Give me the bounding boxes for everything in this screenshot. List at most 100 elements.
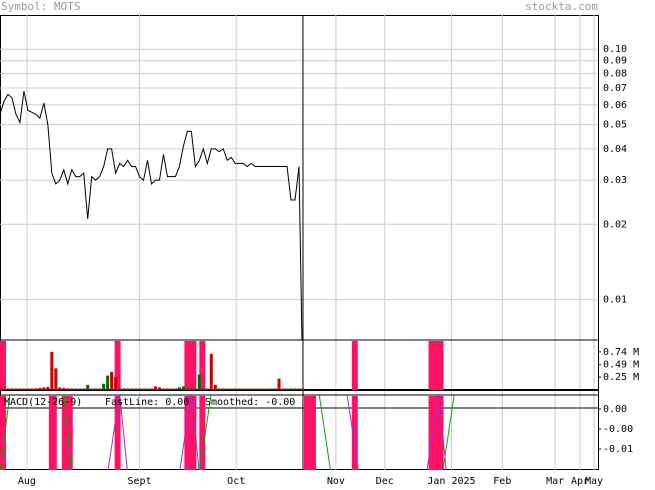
signal-band xyxy=(0,341,6,390)
volume-bar xyxy=(233,388,237,390)
volume-bar xyxy=(225,388,229,390)
y-tick-label: 0.03 xyxy=(603,175,627,186)
x-tick-label: Apr xyxy=(571,476,589,486)
volume-bar xyxy=(277,378,281,390)
volume-bar xyxy=(98,388,102,390)
volume-bar xyxy=(217,388,221,390)
volume-bar xyxy=(189,388,193,390)
volume-bar xyxy=(257,388,261,390)
volume-bar xyxy=(201,388,205,390)
volume-bar xyxy=(146,388,150,390)
volume-bar xyxy=(193,388,197,390)
volume-bar xyxy=(58,387,62,390)
volume-bar xyxy=(2,388,6,390)
y-tick-label: 0.49 M xyxy=(603,360,639,371)
volume-bar xyxy=(70,388,74,390)
volume-bar xyxy=(38,387,42,390)
signal-band xyxy=(114,341,121,390)
signal-band xyxy=(48,396,57,470)
smooth-label: Smoothed: -0.00 xyxy=(205,397,295,408)
volume-bar xyxy=(157,387,161,390)
site: stockta.com xyxy=(525,0,598,13)
y-tick-label: 0.74 M xyxy=(603,347,639,358)
volume-bar xyxy=(110,371,114,390)
volume-bar xyxy=(26,388,30,390)
volume-bar xyxy=(281,388,285,390)
x-tick-label: Nov xyxy=(327,476,345,486)
volume-bar xyxy=(74,388,78,390)
volume-bar xyxy=(181,386,185,390)
y-tick-label: 0.00 xyxy=(603,404,627,415)
y-tick-label: 0.06 xyxy=(603,100,627,111)
volume-bar xyxy=(289,388,293,390)
volume-bar xyxy=(86,384,90,390)
volume-bar xyxy=(30,388,34,390)
volume-bar xyxy=(261,388,265,390)
volume-bar xyxy=(126,388,130,390)
y-tick-label: 0.04 xyxy=(603,144,627,155)
macd-line xyxy=(0,395,455,470)
x-tick-label: May xyxy=(585,476,603,486)
signal-band xyxy=(428,341,444,390)
volume-bar xyxy=(138,388,142,390)
volume-bar xyxy=(229,388,233,390)
frame xyxy=(0,15,599,470)
volume-bar xyxy=(197,374,201,390)
y-tick-label: 0.01 xyxy=(603,295,627,306)
symbol: Symbol: MOTS xyxy=(1,0,80,13)
volume-bar xyxy=(90,388,94,390)
volume-bar xyxy=(10,388,14,390)
x-tick-label: Oct xyxy=(227,476,245,486)
y-tick-label: -0.01 xyxy=(603,444,633,455)
volume-bar xyxy=(118,388,122,390)
signal-band xyxy=(428,396,444,470)
volume-bar xyxy=(173,388,177,390)
signal-band xyxy=(199,341,206,390)
volume-bar xyxy=(34,388,38,390)
volume-bar xyxy=(265,388,269,390)
volume-bar xyxy=(241,388,245,390)
y-tick-label: 0.07 xyxy=(603,83,627,94)
volume-bar xyxy=(54,368,58,390)
volume-bar xyxy=(213,384,217,390)
volume-bar xyxy=(249,388,253,390)
signal-band xyxy=(199,396,206,470)
y-tick-label: 0.09 xyxy=(603,56,627,67)
volume-bar xyxy=(94,388,98,390)
volume-bar xyxy=(122,388,126,390)
volume-bar xyxy=(253,388,257,390)
volume-bar xyxy=(269,388,273,390)
x-tick-label: Aug xyxy=(18,476,36,486)
y-tick-label: 0.25 M xyxy=(603,372,639,383)
volume-bar xyxy=(165,388,169,390)
signal-band xyxy=(0,396,6,470)
volume-bar xyxy=(0,388,2,390)
price-line xyxy=(0,91,303,340)
volume-bar xyxy=(102,383,106,390)
volume-bar xyxy=(42,387,46,390)
volume-bar xyxy=(50,351,54,390)
volume-bar xyxy=(22,388,26,390)
volume-bar xyxy=(293,388,297,390)
macd-title: MACD(12-26-9) xyxy=(4,397,82,408)
volume-bar xyxy=(130,388,134,390)
signal-band xyxy=(114,396,121,470)
volume-bar xyxy=(142,388,146,390)
signal-band xyxy=(184,341,197,390)
volume-bar xyxy=(285,388,289,390)
volume-bar xyxy=(66,388,70,390)
volume-bar xyxy=(46,386,50,390)
volume-bar xyxy=(82,388,86,390)
volume-bar xyxy=(106,375,110,390)
volume-bar xyxy=(161,388,165,390)
signal-band xyxy=(303,396,316,470)
x-tick-label: Feb xyxy=(493,476,511,486)
y-tick-label: -0.00 xyxy=(603,424,633,435)
signal-band xyxy=(351,341,358,390)
volume-bar xyxy=(185,388,189,390)
x-tick-label: Mar xyxy=(546,476,564,486)
volume-bar xyxy=(78,388,82,390)
volume-bar xyxy=(221,388,225,390)
volume-bar xyxy=(177,387,181,390)
volume-bar xyxy=(6,388,10,390)
